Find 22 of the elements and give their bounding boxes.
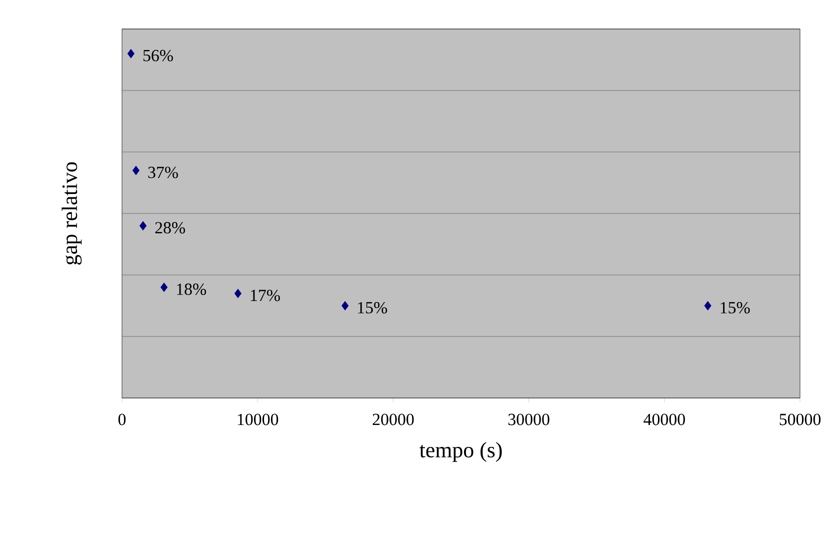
point <box>160 282 168 292</box>
data-label: 28% <box>155 222 186 234</box>
x-tick-label: 50000 <box>780 414 821 426</box>
point <box>132 166 140 176</box>
x-tick-label: 40000 <box>644 414 685 426</box>
point <box>704 301 712 310</box>
data-label: 56% <box>143 50 173 62</box>
x-axis-title: tempo (s) <box>420 442 502 462</box>
y-axis-title: gap relativo <box>62 162 82 265</box>
x-tick-label: 10000 <box>238 414 278 426</box>
point <box>139 221 147 230</box>
x-tick-label: 0 <box>118 414 126 426</box>
data-label: 17% <box>250 290 280 302</box>
x-tick-label: 20000 <box>372 414 414 426</box>
point <box>234 288 242 298</box>
data-label: 18% <box>177 284 206 296</box>
x-tick-label: 30000 <box>508 414 550 426</box>
data-label: 15% <box>358 302 388 314</box>
data-label: 37% <box>148 166 178 178</box>
data-label: 15% <box>720 302 750 314</box>
point <box>127 48 135 58</box>
point <box>342 301 349 310</box>
